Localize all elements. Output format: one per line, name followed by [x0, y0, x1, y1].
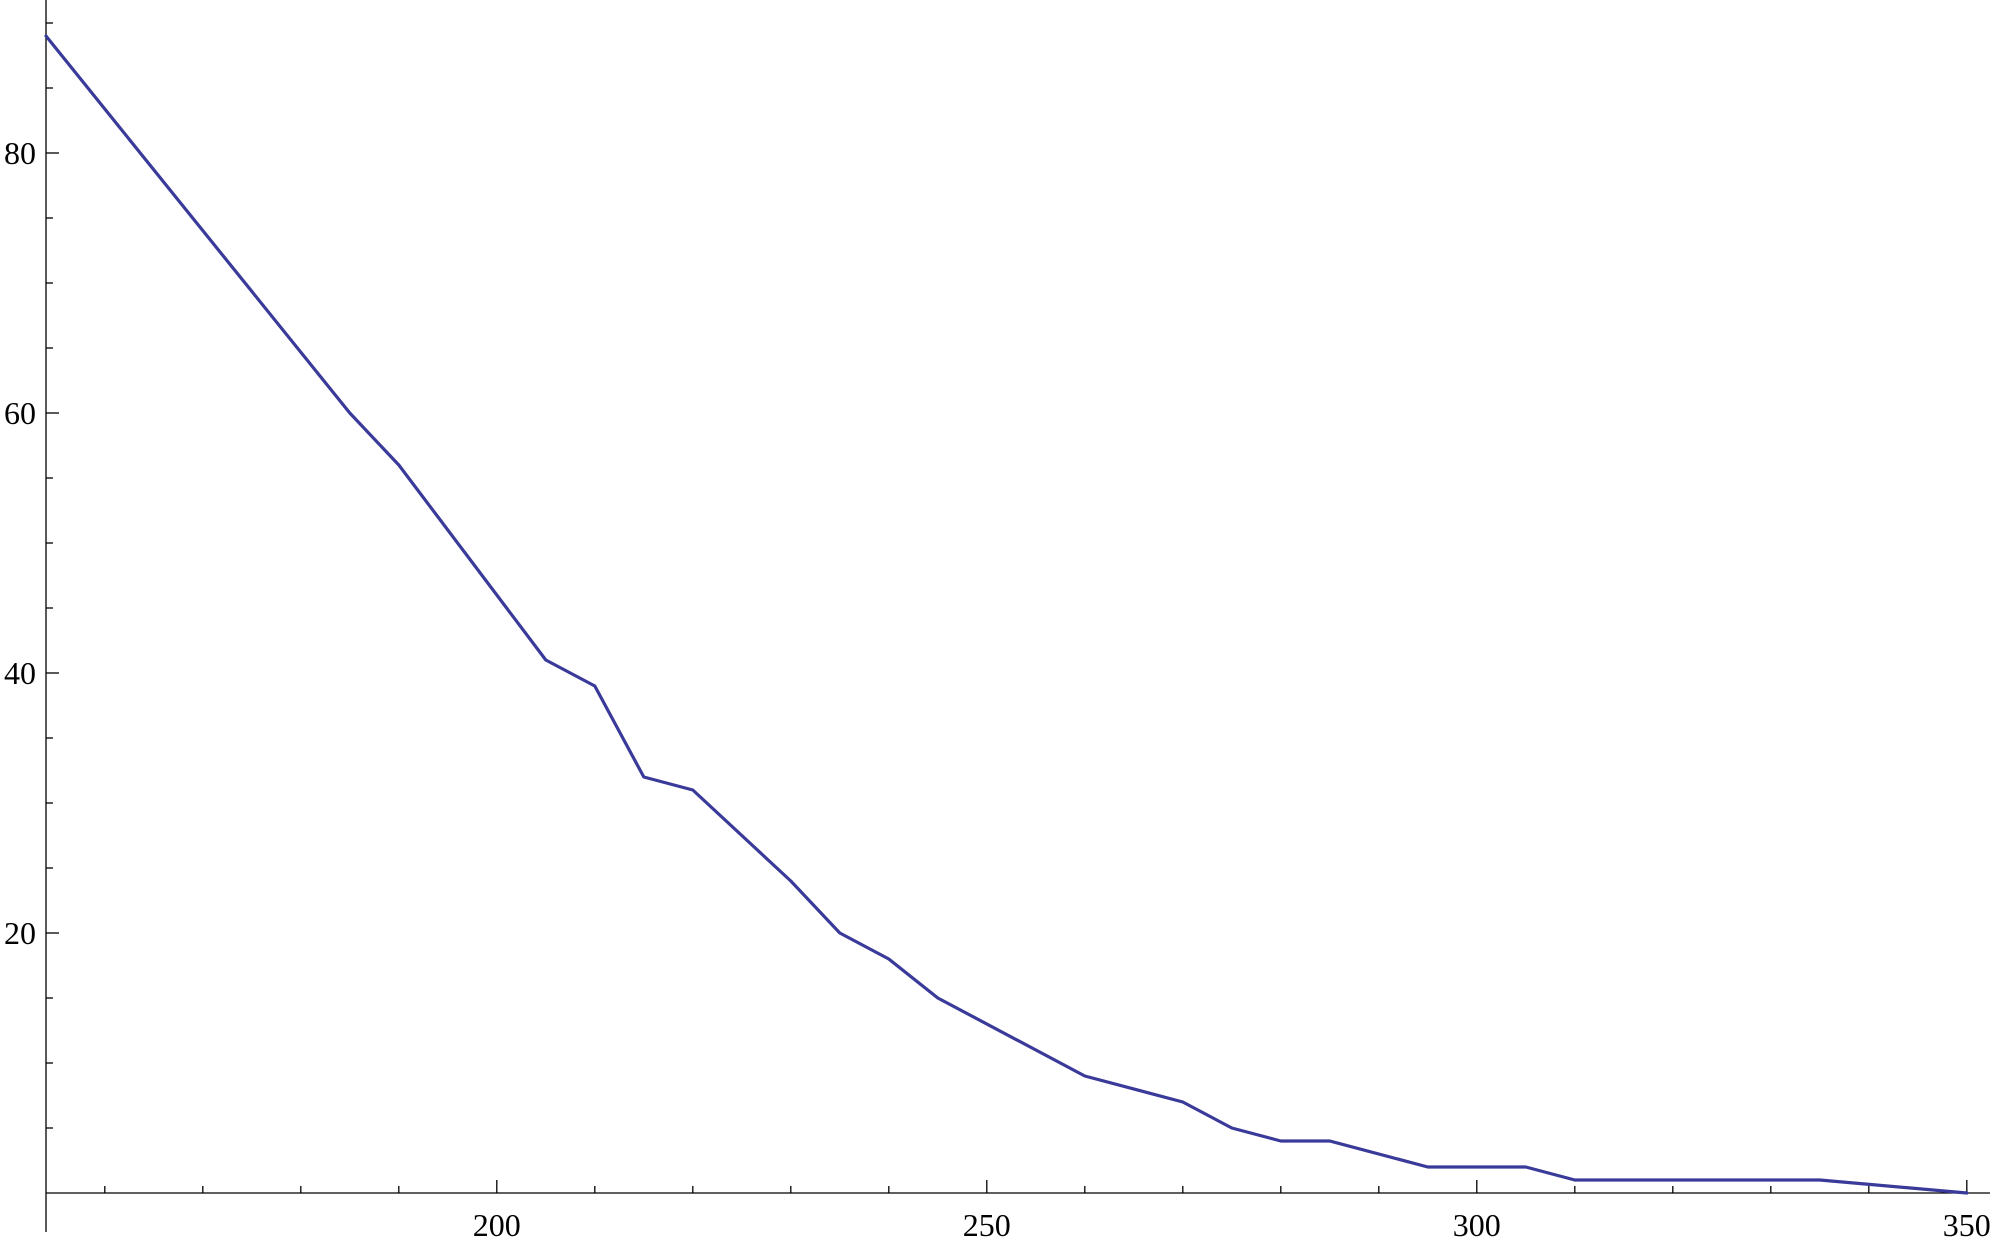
x-tick-label: 250 [963, 1207, 1011, 1243]
y-tick-label: 20 [4, 915, 36, 951]
series-line-0 [44, 34, 1969, 1195]
series-group [44, 34, 1969, 1195]
x-tick-label: 300 [1453, 1207, 1501, 1243]
x-tick-label: 350 [1943, 1207, 1991, 1243]
x-tick-label: 200 [473, 1207, 521, 1243]
axes [45, 0, 1990, 1232]
y-tick-label: 60 [4, 395, 36, 431]
y-tick-label: 40 [4, 655, 36, 691]
y-tick-label: 80 [4, 135, 36, 171]
tick-marks [46, 22, 1968, 1193]
tick-labels: 200 250 300 350 20 40 60 80 [4, 135, 1991, 1243]
